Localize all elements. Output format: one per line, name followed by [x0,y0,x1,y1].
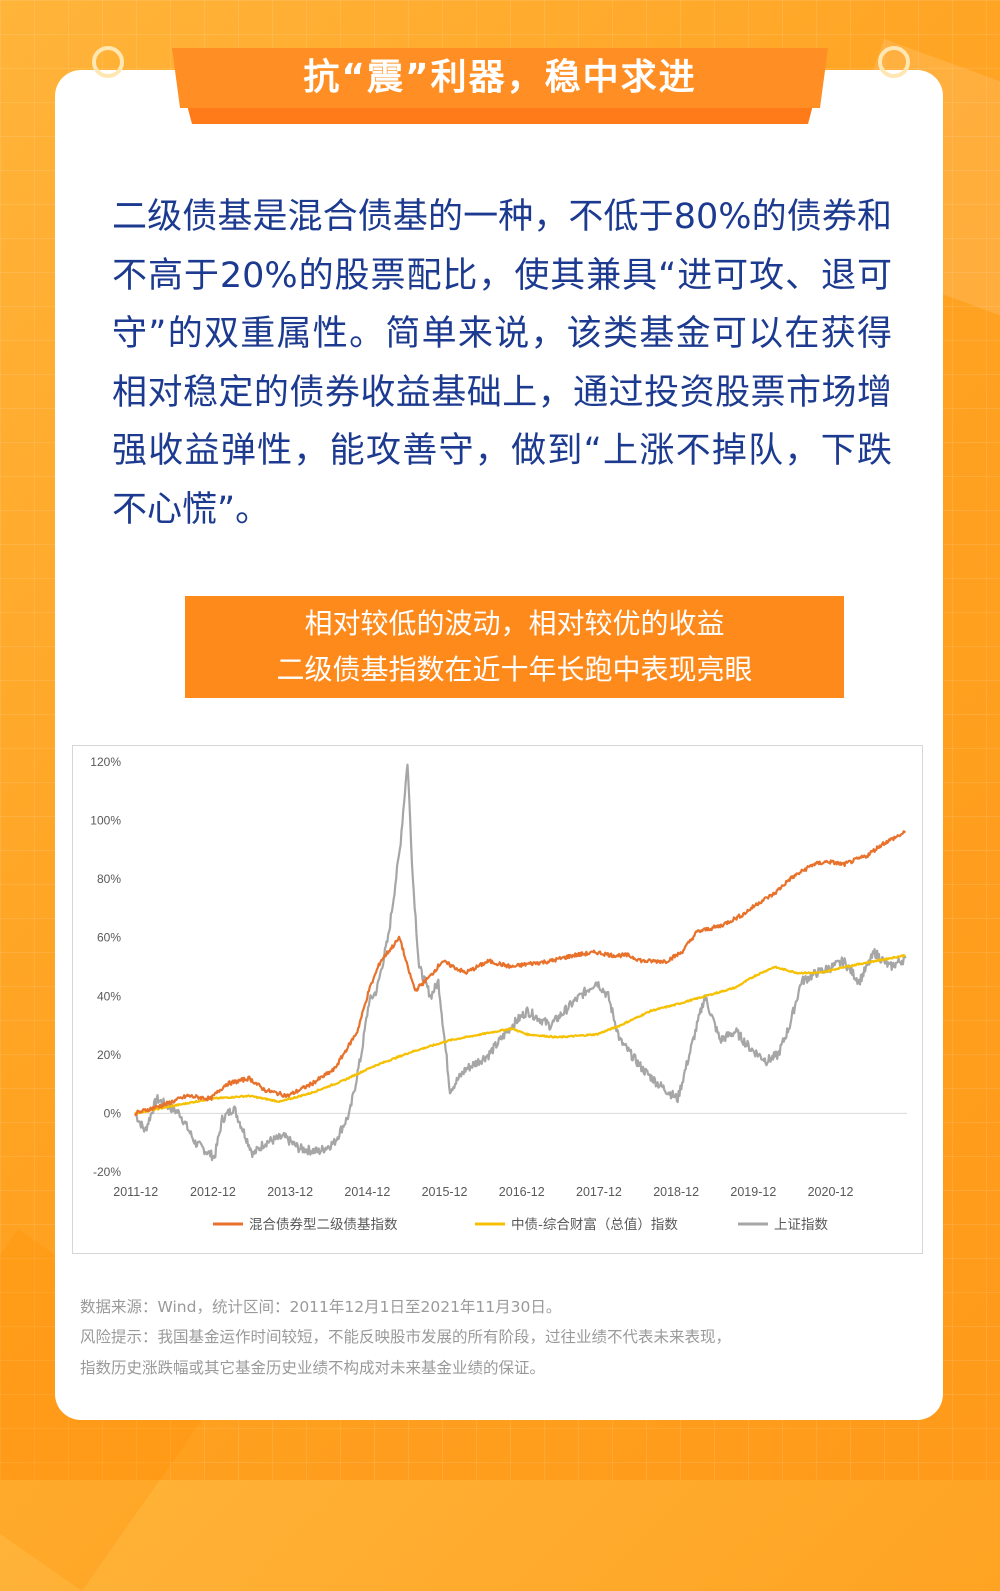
y-tick-label: 40% [97,989,121,1003]
y-tick-label: 0% [104,1106,122,1120]
series-line [134,830,906,1117]
highlight-line-1: 相对较低的波动，相对较优的收益 [304,607,725,640]
risk-note-line-1: 风险提示：我国基金运作时间较短，不能反映股市发展的所有阶段，过往业绩不代表未来表… [80,1328,732,1346]
series-line [134,954,907,1115]
y-tick-label: 80% [97,872,121,886]
y-tick-label: 120% [90,755,121,769]
x-tick-label: 2017-12 [576,1185,622,1199]
x-tick-label: 2012-12 [190,1185,236,1199]
x-tick-label: 2018-12 [653,1185,699,1199]
y-tick-label: -20% [93,1165,121,1179]
highlight-line-2: 二级债基指数在近十年长跑中表现亮眼 [276,653,753,686]
y-tick-label: 60% [97,931,121,945]
x-tick-label: 2014-12 [344,1185,390,1199]
line-chart: 120% 100% 80% 60% 40% 20% 0% -20% 2011-12 2012-12… [90,755,907,1233]
x-tick-label: 2016-12 [499,1185,545,1199]
risk-note-line-2: 指数历史涨跌幅或其它基金历史业绩不构成对未来基金业绩的保证。 [80,1359,546,1377]
x-tick-label: 2019-12 [730,1185,776,1199]
page-title: 抗“震”利器，稳中求进 [303,57,697,98]
y-tick-label: 20% [97,1048,121,1062]
legend-label: 混合债券型二级债基指数 [249,1216,398,1233]
y-tick-label: 100% [90,814,121,828]
banner-shape [172,48,828,124]
title-banner: 抗“震”利器，稳中求进 [172,48,828,124]
x-tick-label: 2011-12 [113,1185,158,1199]
x-tick-label: 2015-12 [422,1185,468,1199]
x-tick-label: 2013-12 [267,1185,313,1199]
intro-paragraph: 二级债基是混合债基的一种，不低于80%的债券和不高于20%的股票配比，使其兼具“… [112,197,892,530]
data-source-note: 数据来源：Wind，统计区间：2011年12月1日至2021年11月30日。 [80,1298,562,1316]
highlight-box: 相对较低的波动，相对较优的收益 二级债基指数在近十年长跑中表现亮眼 [185,596,844,698]
x-tick-label: 2020-12 [808,1185,854,1199]
ring-icon [92,46,124,78]
series-line [134,763,907,1162]
chart-container: 120% 100% 80% 60% 40% 20% 0% -20% 2011-12 2012-12… [72,745,923,1254]
legend-label: 上证指数 [774,1217,828,1233]
legend-label: 中债-综合财富（总值）指数 [511,1216,678,1233]
ring-icon [878,46,910,78]
